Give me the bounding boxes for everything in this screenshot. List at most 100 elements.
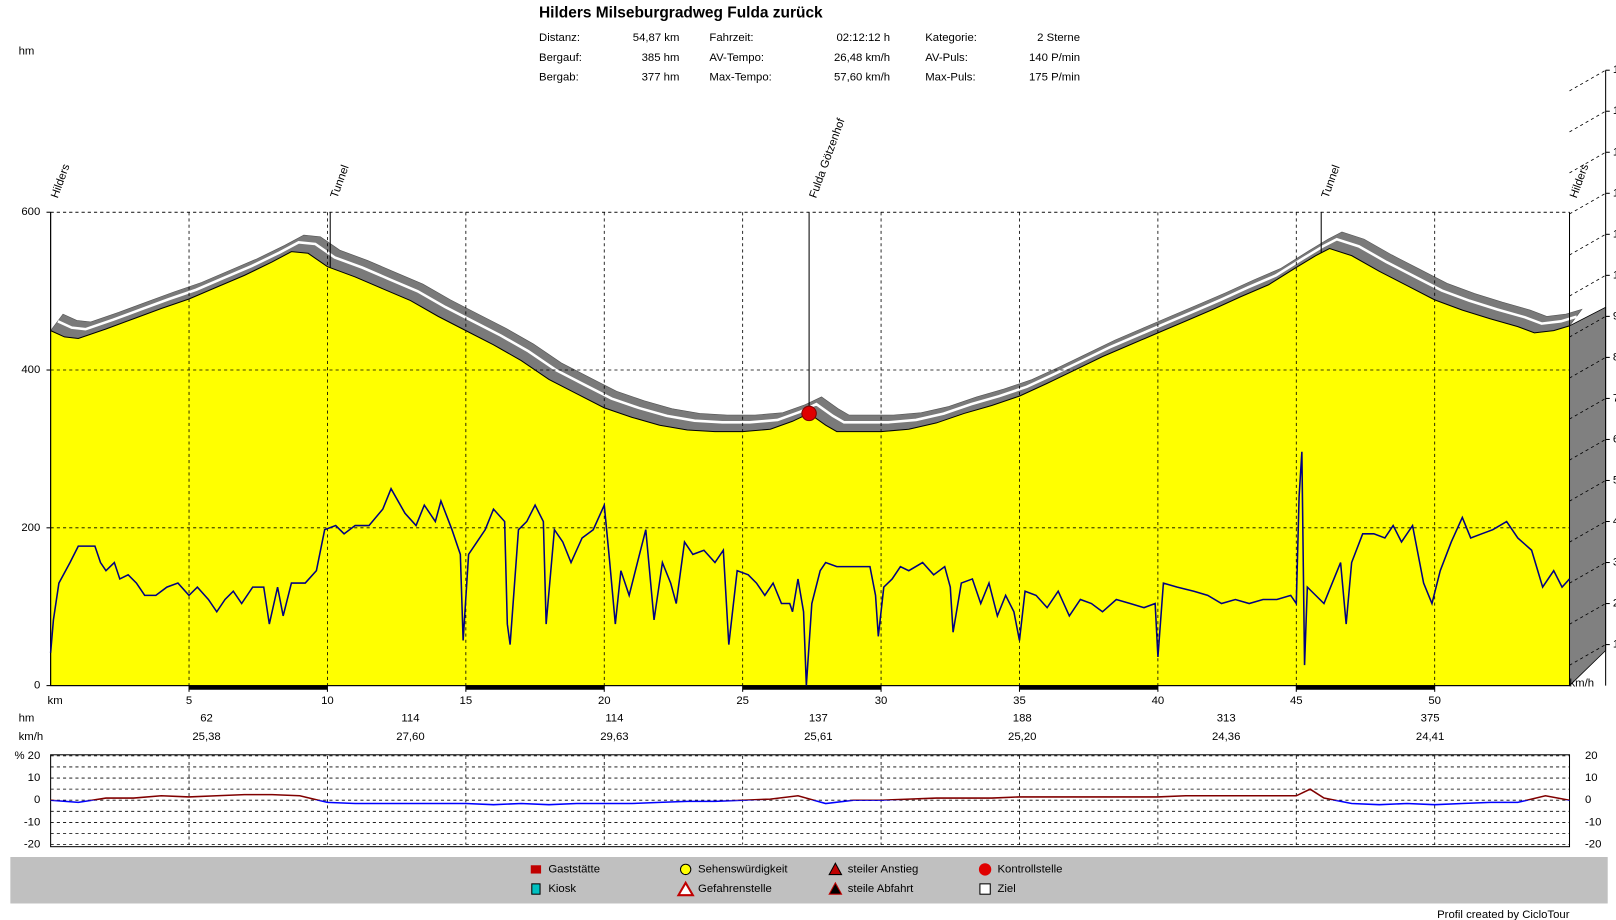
segment-kmh-label: km/h <box>19 731 44 743</box>
legend-label: Ziel <box>997 883 1015 895</box>
stat-value: 140 P/min <box>1029 52 1080 64</box>
scale-bar <box>465 685 605 690</box>
y2-tick <box>1569 357 1606 379</box>
x-tick-label: 40 <box>1152 695 1165 707</box>
scale-bar <box>1019 685 1158 690</box>
legend-label: steiler Anstieg <box>848 863 919 875</box>
stat-label: Bergauf: <box>539 52 582 64</box>
segment-hm: 313 <box>1217 713 1236 725</box>
stat-value: 385 hm <box>642 52 680 64</box>
y-tick-label: 600 <box>21 206 40 218</box>
y2-tick-label: 140 <box>1613 105 1616 117</box>
y-tick-label: 0 <box>34 680 40 692</box>
segment-hm: 375 <box>1421 713 1440 725</box>
y2-tick <box>1569 644 1606 666</box>
landmark-label: Hilders <box>49 162 72 200</box>
y2-tick-label: 130 <box>1613 146 1616 158</box>
segment-hm: 188 <box>1013 713 1032 725</box>
landmark-label: Tunnel <box>1320 164 1343 200</box>
icon <box>978 863 992 876</box>
elevation-area <box>50 247 1571 687</box>
x-tick-label: 10 <box>321 695 334 707</box>
y2-tick <box>1569 110 1606 133</box>
icon <box>828 862 843 876</box>
y2-tick-label: 150 <box>1613 64 1616 76</box>
stat-label: AV-Tempo: <box>709 52 764 64</box>
y-tick-label: -10 <box>24 816 40 828</box>
y2-tick-label: 30 <box>1613 557 1616 569</box>
y-tick-label-right: 20 <box>1585 750 1598 762</box>
landmark-label: Fulda Götzenhof <box>808 116 848 200</box>
y2-tick <box>1569 151 1606 174</box>
stat-label: Bergab: <box>539 71 579 83</box>
y2-tick <box>1569 562 1606 584</box>
y-tick-label-right: 10 <box>1585 772 1598 784</box>
legend-label: steile Abfahrt <box>848 883 914 895</box>
segment-kmh: 25,38 <box>192 731 220 743</box>
gradient-line <box>50 788 1570 801</box>
icon <box>828 881 843 895</box>
y2-tick-label: 20 <box>1613 598 1616 610</box>
x-tick-label: 35 <box>1013 695 1026 707</box>
segment-kmh: 27,60 <box>396 731 424 743</box>
stat-value: 26,48 km/h <box>834 52 890 64</box>
y2-tick <box>1569 233 1606 256</box>
legend-label: Sehenswürdigkeit <box>698 863 788 875</box>
y2-tick <box>1569 274 1606 297</box>
icon <box>676 880 695 897</box>
y2-tick-label: 70 <box>1613 392 1616 404</box>
segment-kmh: 25,20 <box>1008 731 1036 743</box>
stat-label: Max-Puls: <box>925 71 975 83</box>
landmark-label: Hilders <box>1568 162 1591 200</box>
side-wall <box>1569 306 1607 687</box>
legend-label: Kontrollstelle <box>997 863 1062 875</box>
y-tick-label: -20 <box>24 839 40 851</box>
y2-tick <box>1569 69 1606 92</box>
gradient-line-negative <box>50 800 1570 806</box>
icon <box>531 883 541 895</box>
legend-box <box>10 857 1608 904</box>
scale-bar <box>189 685 328 690</box>
segment-hm: 114 <box>401 713 419 725</box>
legend-icon <box>679 863 692 876</box>
segment-hm: 137 <box>809 713 828 725</box>
y2-axis-label: km/h <box>1570 678 1595 690</box>
stat-value: 175 P/min <box>1029 71 1080 83</box>
y-tick-label-right: 0 <box>1585 794 1591 806</box>
y2-tick-label: 50 <box>1613 474 1616 486</box>
stop-icon <box>801 405 817 422</box>
legend-label: Kiosk <box>548 883 576 895</box>
y2-tick <box>1569 480 1606 502</box>
title: Hilders Milseburgradweg Fulda zurück <box>539 5 823 22</box>
y2-tick <box>1569 192 1606 215</box>
scale-bar <box>1296 685 1435 690</box>
footer: Profil created by CicloTour <box>1437 909 1570 920</box>
y2-tick-label: 110 <box>1613 228 1616 240</box>
stat-label: Distanz: <box>539 32 580 44</box>
y-axis-label: % <box>14 750 24 762</box>
y2-tick-label: 100 <box>1613 269 1616 281</box>
y2-tick-label: 40 <box>1613 516 1616 528</box>
profile-highlight <box>57 237 1578 424</box>
legend-icon <box>828 862 843 876</box>
y2-tick-label: 90 <box>1613 310 1616 322</box>
segment-hm-label: hm <box>19 713 35 725</box>
stat-label: Kategorie: <box>925 32 977 44</box>
x-tick-label: 20 <box>598 695 611 707</box>
y2-tick <box>1569 521 1606 543</box>
stat-value: 377 hm <box>642 71 680 83</box>
segment-kmh: 24,41 <box>1416 731 1444 743</box>
segment-hm: 114 <box>605 713 623 725</box>
icon <box>530 865 542 874</box>
x-axis-label: km <box>48 695 63 707</box>
legend-label: Gefahrenstelle <box>698 883 772 895</box>
x-tick-label: 50 <box>1428 695 1441 707</box>
stat-label: AV-Puls: <box>925 52 968 64</box>
icon <box>679 863 692 876</box>
speed-line <box>49 451 1571 686</box>
x-tick-label: 5 <box>186 695 192 707</box>
legend-icon <box>979 883 991 895</box>
legend-label: Gaststätte <box>548 863 600 875</box>
segment-kmh: 25,61 <box>804 731 832 743</box>
y2-tick <box>1569 603 1606 625</box>
